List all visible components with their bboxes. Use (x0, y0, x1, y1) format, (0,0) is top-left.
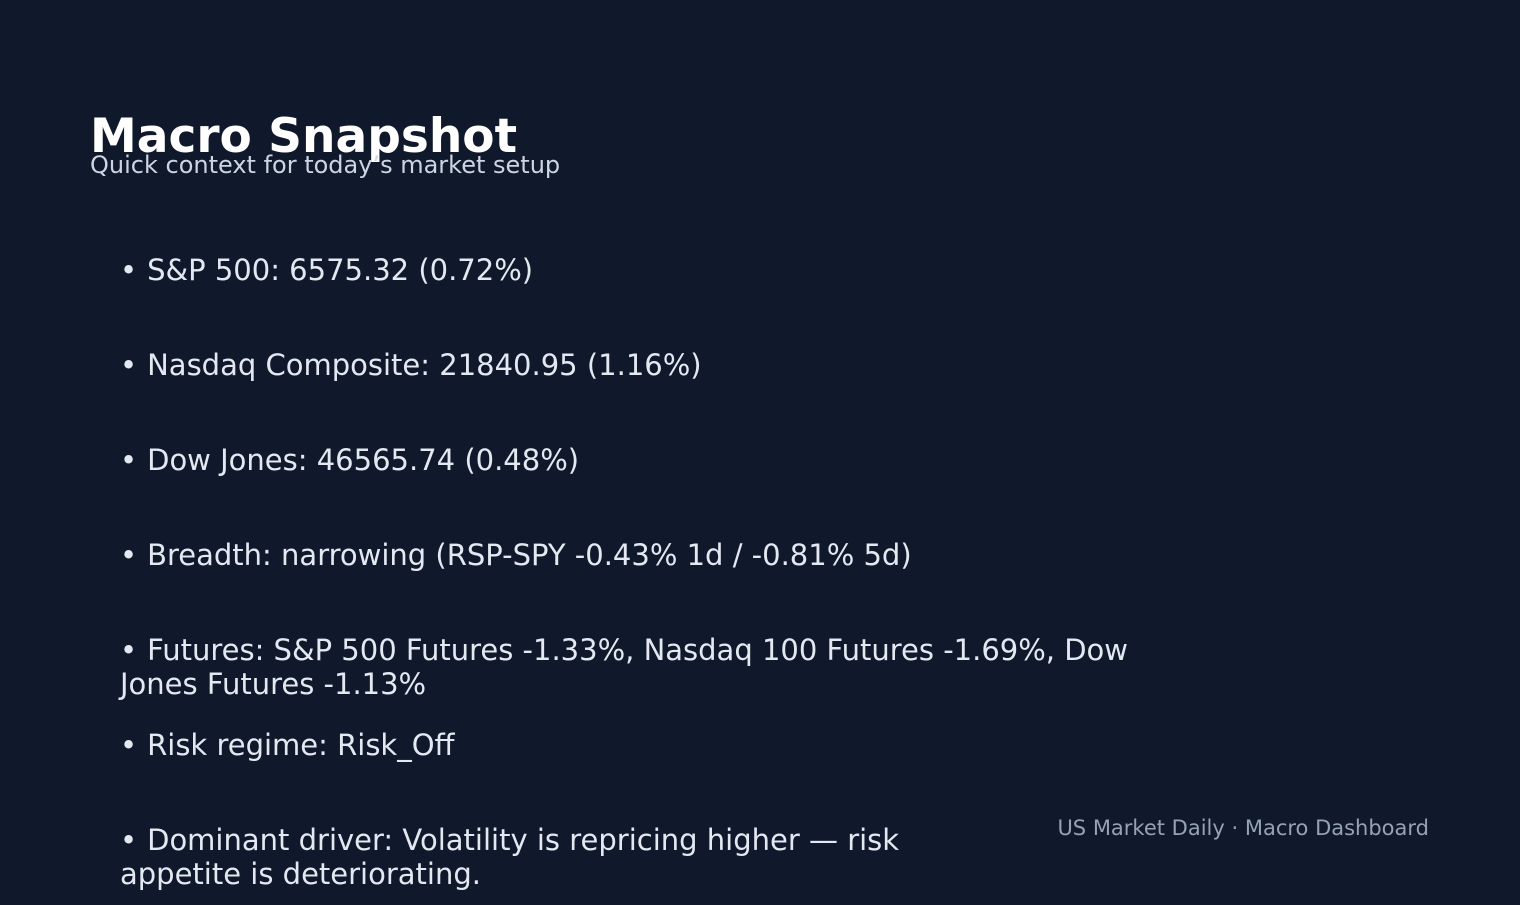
bullet-text: Dominant driver: Volatility is repricing… (120, 823, 900, 891)
bullet-marker: • (120, 633, 138, 667)
bullet-text: Futures: S&P 500 Futures -1.33%, Nasdaq … (120, 633, 1129, 701)
bullet-text: S&P 500: 6575.32 (0.72%) (147, 253, 534, 287)
bullet-marker: • (120, 443, 138, 477)
bullet-marker: • (120, 348, 138, 382)
bullet-marker: • (120, 538, 138, 572)
bullet-marker: • (120, 253, 138, 287)
bullet-text: Dow Jones: 46565.74 (0.48%) (147, 443, 580, 477)
bullet-nasdaq: • Nasdaq Composite: 21840.95 (1.16%) (120, 348, 1160, 382)
dashboard-footer-label: US Market Daily · Macro Dashboard (1057, 816, 1429, 840)
bullet-risk-regime: • Risk regime: Risk_Off (120, 728, 1160, 762)
page-title: Macro Snapshot (90, 109, 518, 165)
bullet-marker: • (120, 823, 138, 857)
bullet-sp500: • S&P 500: 6575.32 (0.72%) (120, 253, 1160, 287)
bullet-breadth: • Breadth: narrowing (RSP-SPY -0.43% 1d /… (120, 538, 1160, 572)
bullet-text: Nasdaq Composite: 21840.95 (1.16%) (147, 348, 702, 382)
bullet-text: Risk regime: Risk_Off (147, 728, 455, 762)
bullet-futures: • Futures: S&P 500 Futures -1.33%, Nasdaq… (120, 633, 1160, 701)
bullet-text: Breadth: narrowing (RSP-SPY -0.43% 1d / … (147, 538, 912, 572)
bullet-dow-jones: • Dow Jones: 46565.74 (0.48%) (120, 443, 1160, 477)
bullet-marker: • (120, 728, 138, 762)
page-subtitle: Quick context for today’s market setup (90, 151, 561, 179)
bullet-dominant-driver: • Dominant driver: Volatility is repricin… (120, 823, 980, 891)
